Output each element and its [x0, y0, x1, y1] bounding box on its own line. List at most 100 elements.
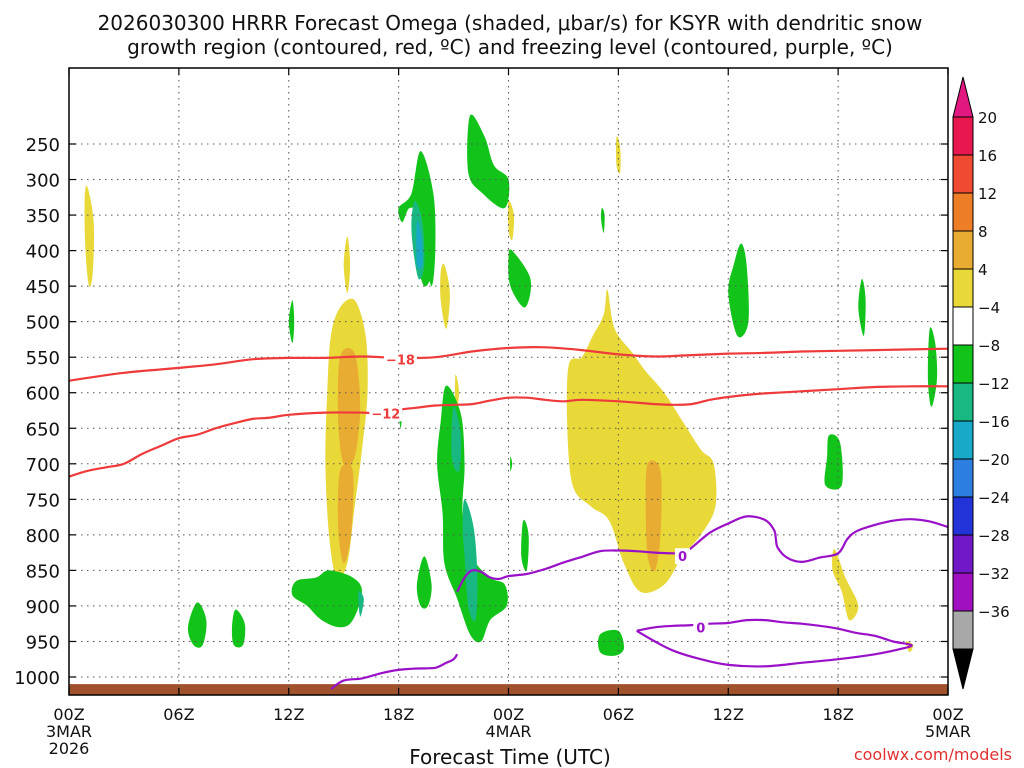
freezing-level-line-2 [330, 653, 459, 691]
dgz-isotherm-line-1 [68, 385, 949, 478]
y-tick-label-500: 500 [26, 313, 60, 334]
omega-region-plus4_8-1 [343, 236, 351, 294]
dgz-isotherm-label-0: −18 [386, 353, 415, 368]
y-tick-label-300: 300 [26, 171, 60, 192]
chart-title-line-1: 2026030300 HRRR Forecast Omega (shaded, … [98, 11, 923, 35]
x-tick-label-6-0: 06Z [163, 705, 194, 724]
colorbar-swatch-3 [952, 230, 974, 270]
y-tick-label-850: 850 [26, 561, 60, 582]
colorbar-swatch-1 [952, 154, 974, 194]
colorbar-swatch-8 [952, 420, 974, 460]
colorbar-swatch-13 [952, 610, 974, 650]
x-tick-label-48-0: 00Z [932, 705, 963, 724]
colorbar-swatch-11 [952, 534, 974, 574]
omega-region-plus4_8-5 [566, 289, 717, 593]
chart-gridlines [68, 68, 949, 695]
omega-region-plus4_8-0 [84, 185, 95, 288]
colorbar-label-0: 20 [978, 109, 997, 127]
omega-region-minus4_8-25 [521, 519, 529, 572]
omega-region-plus8_12-6 [645, 460, 662, 572]
y-tick-label-250: 250 [26, 135, 60, 156]
freezing-level-line-1 [636, 618, 913, 668]
omega-region-plus8_12-3 [337, 348, 361, 467]
colorbar-label-7: −12 [978, 375, 1010, 393]
omega-region-minus4_8-26 [291, 570, 362, 628]
colorbar-label-10: −24 [978, 489, 1010, 507]
colorbar-label-13: −36 [978, 603, 1010, 621]
omega-region-minus4_8-27 [416, 556, 432, 609]
colorbar-label-2: 12 [978, 185, 997, 203]
dgz-isotherm-label-bg-1 [369, 405, 403, 422]
colorbar-label-3: 8 [978, 223, 988, 241]
colorbar-swatch-10 [952, 496, 974, 536]
omega-shaded-regions [84, 114, 938, 656]
omega-region-plus4_8-10 [616, 136, 621, 174]
colorbar-bottom-arrow [952, 648, 974, 690]
freezing-level-label-bg-0 [674, 548, 690, 565]
omega-region-minus4_8-28 [187, 602, 207, 648]
y-tick-label-950: 950 [26, 632, 60, 653]
omega-region-minus4_8-29 [231, 609, 246, 648]
y-axis-ticks: 250 300 350 400 450 500 550 600 650 700 750 800 850 9… [14, 135, 948, 689]
omega-region-minus4_8-19 [728, 243, 749, 338]
dgz-isotherm-label-1: −12 [371, 407, 400, 422]
x-tick-label-48-1: 5MAR [925, 722, 971, 741]
colorbar-label-6: −8 [978, 337, 1000, 355]
x-tick-label-0-0: 00Z [53, 705, 84, 724]
omega-region-minus4_8-18 [600, 207, 605, 233]
colorbar-swatch-5 [952, 306, 974, 346]
y-tick-label-1000: 1000 [14, 668, 60, 689]
omega-region-minus4_8-13 [467, 114, 510, 209]
colorbar-swatch-4 [952, 268, 974, 308]
freezing-level-line-0 [456, 515, 949, 593]
freezing-level-label-1: 0 [696, 621, 705, 636]
colorbar-swatch-6 [952, 344, 974, 384]
freezing-level-label-0: 0 [678, 550, 687, 565]
omega-region-minus4_8-21 [927, 327, 938, 407]
colorbar-swatch-2 [952, 192, 974, 232]
y-tick-label-550: 550 [26, 348, 60, 369]
colorbar-label-4: 4 [978, 261, 988, 279]
omega-region-minus4_8-16 [508, 249, 532, 308]
colorbar-swatch-0 [952, 116, 974, 156]
omega-region-minus4_8-31 [510, 456, 513, 472]
colorbar-legend: 20 16 12 8 4 −4 −8 −12 −16 −20 −24 −28 −32 −36 [952, 76, 1010, 690]
omega-region-minus8_12-34 [462, 499, 478, 622]
freezing-level-label-bg-1 [693, 619, 709, 636]
x-tick-label-30-0: 06Z [603, 705, 634, 724]
y-tick-label-350: 350 [26, 206, 60, 227]
x-tick-label-18-0: 18Z [383, 705, 414, 724]
x-tick-label-36-0: 12Z [713, 705, 744, 724]
colorbar-label-9: −20 [978, 451, 1010, 469]
x-tick-label-12-0: 12Z [273, 705, 304, 724]
y-tick-label-700: 700 [26, 455, 60, 476]
y-tick-label-800: 800 [26, 526, 60, 547]
credit-text: coolwx.com/models [854, 745, 1012, 764]
x-tick-label-24-1: 4MAR [485, 722, 531, 741]
y-tick-label-900: 900 [26, 597, 60, 618]
colorbar-label-11: −28 [978, 527, 1010, 545]
dgz-isotherm-line-0 [68, 346, 949, 382]
omega-region-plus4_8-7 [832, 549, 859, 621]
y-tick-label-650: 650 [26, 419, 60, 440]
colorbar-label-8: −16 [978, 413, 1010, 431]
omega-region-minus4_8-30 [597, 629, 624, 656]
x-tick-label-42-0: 18Z [822, 705, 853, 724]
chart-title-line-2: growth region (contoured, red, ºC) and f… [127, 35, 893, 59]
colorbar-label-5: −4 [978, 299, 1000, 317]
omega-region-minus12_16-36 [416, 221, 423, 270]
y-tick-label-600: 600 [26, 384, 60, 405]
omega-region-plus4_8-9 [507, 200, 515, 241]
omega-region-plus8_12-4 [337, 463, 354, 564]
y-tick-label-450: 450 [26, 277, 60, 298]
x-tick-label-24-0: 00Z [493, 705, 524, 724]
y-tick-label-750: 750 [26, 490, 60, 511]
x-tick-label-0-2: 2026 [49, 739, 90, 758]
omega-region-plus4_8-8 [440, 263, 450, 329]
colorbar-swatch-12 [952, 572, 974, 612]
colorbar-swatch-7 [952, 382, 974, 422]
y-tick-label-400: 400 [26, 242, 60, 263]
omega-region-minus4_8-20 [858, 278, 866, 336]
